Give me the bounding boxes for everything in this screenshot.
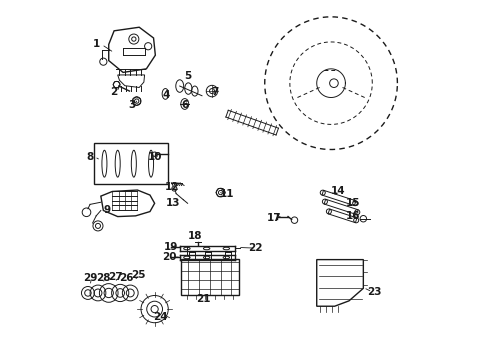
Text: 26: 26 [119, 273, 133, 283]
Text: 4: 4 [162, 90, 170, 100]
Text: 14: 14 [331, 186, 345, 197]
Text: 3: 3 [128, 100, 136, 110]
Text: 21: 21 [196, 294, 211, 304]
Bar [94, 143, 168, 184]
Text: 25: 25 [131, 270, 146, 280]
Text: 15: 15 [345, 198, 360, 208]
Text: 17: 17 [267, 213, 281, 222]
Text: 24: 24 [153, 312, 168, 322]
Text: 16: 16 [345, 211, 360, 221]
Bar [181, 259, 239, 296]
Text: 27: 27 [109, 272, 123, 282]
Text: 23: 23 [368, 287, 382, 297]
Text: 13: 13 [166, 198, 180, 208]
Text: 6: 6 [181, 100, 189, 110]
Text: 10: 10 [147, 152, 162, 162]
Text: 2: 2 [110, 87, 118, 97]
Text: 7: 7 [211, 87, 218, 97]
Text: 5: 5 [184, 71, 191, 81]
Text: 20: 20 [163, 252, 177, 262]
Text: 28: 28 [96, 273, 110, 283]
Text: 18: 18 [188, 231, 202, 240]
Text: 9: 9 [103, 206, 111, 216]
Text: 11: 11 [220, 189, 234, 199]
Text: 29: 29 [83, 273, 98, 283]
Text: 1: 1 [93, 39, 100, 49]
Text: 22: 22 [248, 243, 263, 253]
Text: 8: 8 [86, 152, 94, 162]
Text: 19: 19 [164, 242, 179, 252]
Text: 12: 12 [165, 182, 180, 192]
